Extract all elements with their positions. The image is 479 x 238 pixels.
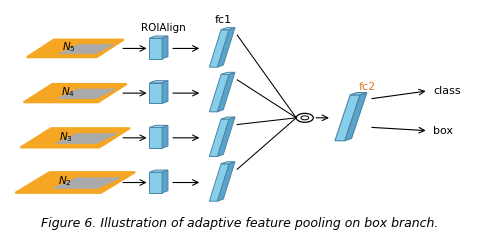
Polygon shape (59, 45, 114, 54)
Polygon shape (149, 172, 162, 193)
Polygon shape (209, 164, 229, 201)
Polygon shape (149, 36, 168, 38)
Polygon shape (217, 117, 235, 157)
Polygon shape (221, 117, 235, 119)
Text: $N_2$: $N_2$ (57, 175, 71, 188)
Text: ROIAlign: ROIAlign (141, 23, 185, 34)
Polygon shape (350, 93, 367, 95)
Polygon shape (55, 134, 118, 144)
Polygon shape (57, 89, 116, 99)
Polygon shape (162, 81, 168, 104)
Polygon shape (345, 93, 367, 141)
Polygon shape (149, 83, 162, 104)
Polygon shape (209, 30, 229, 67)
Polygon shape (209, 119, 229, 157)
Polygon shape (162, 170, 168, 193)
Text: box: box (433, 126, 453, 136)
Polygon shape (221, 72, 235, 74)
Text: fc1: fc1 (215, 15, 232, 25)
Polygon shape (217, 28, 235, 67)
Polygon shape (149, 38, 162, 59)
Polygon shape (52, 178, 121, 188)
Polygon shape (149, 81, 168, 83)
Polygon shape (149, 125, 168, 128)
Text: $N_3$: $N_3$ (59, 130, 73, 144)
Polygon shape (221, 162, 235, 164)
Polygon shape (217, 162, 235, 201)
Polygon shape (149, 128, 162, 148)
Text: Figure 6. Illustration of adaptive feature pooling on box branch.: Figure 6. Illustration of adaptive featu… (41, 217, 438, 230)
Polygon shape (21, 128, 130, 148)
Text: class: class (433, 86, 461, 96)
Polygon shape (221, 28, 235, 30)
Polygon shape (23, 84, 127, 102)
Polygon shape (15, 172, 135, 193)
Text: $N_4$: $N_4$ (61, 85, 75, 99)
Polygon shape (335, 95, 360, 141)
Polygon shape (162, 125, 168, 148)
Circle shape (296, 113, 313, 122)
Polygon shape (162, 36, 168, 59)
Polygon shape (27, 40, 124, 57)
Text: fc2: fc2 (359, 82, 376, 92)
Circle shape (301, 116, 308, 120)
Polygon shape (217, 72, 235, 112)
Text: $N_5$: $N_5$ (62, 41, 76, 55)
Polygon shape (209, 74, 229, 112)
Polygon shape (149, 170, 168, 172)
